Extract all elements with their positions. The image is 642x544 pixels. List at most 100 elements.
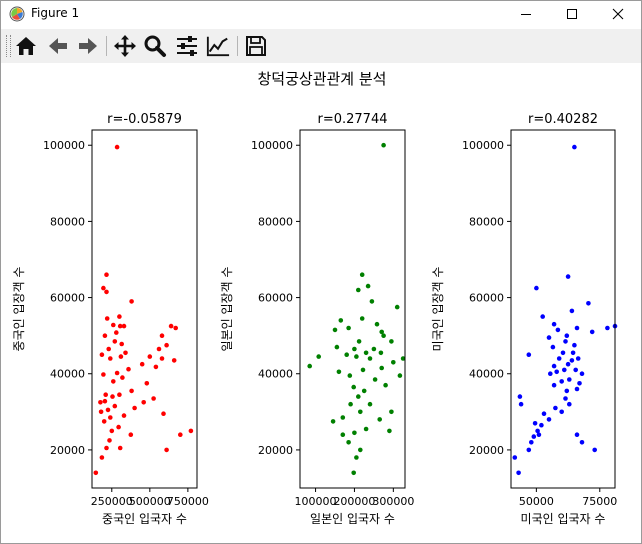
- y-tick-label: 80000: [258, 215, 293, 228]
- home-icon: [16, 37, 36, 55]
- scatter-point: [93, 470, 99, 476]
- y-tick-label: 20000: [258, 444, 293, 457]
- scatter-point: [120, 375, 125, 380]
- x-tick-label: 300000: [372, 495, 414, 508]
- scatter-point: [381, 333, 386, 339]
- scatter-point: [359, 316, 365, 321]
- scatter-point: [98, 409, 104, 415]
- subplot-3[interactable]: 20000 40000 60000 80000 100000 50000 75000 r=0.…: [431, 112, 618, 526]
- scatter-point: [354, 455, 359, 460]
- scatter-point: [102, 333, 108, 339]
- scatter-point: [574, 325, 580, 331]
- forward-button[interactable]: [76, 34, 100, 58]
- navigation-toolbar: [1, 29, 641, 63]
- save-button[interactable]: [244, 34, 268, 58]
- scatter-point: [340, 432, 346, 438]
- x-tick-label: 100000: [295, 495, 337, 508]
- scatter-point: [391, 360, 396, 365]
- scatter-point: [178, 432, 183, 438]
- axes-frame: [299, 129, 406, 489]
- scatter-point: [99, 352, 105, 358]
- scatter-point: [546, 417, 552, 422]
- scatter-point: [346, 440, 351, 445]
- subplot-2[interactable]: 2000040000600008000010000010000020000030…: [220, 112, 414, 526]
- save-floppy-icon: [246, 36, 266, 56]
- scatter-point: [579, 440, 585, 445]
- scatter-point: [336, 369, 342, 375]
- scatter-point: [112, 339, 118, 344]
- home-button[interactable]: [14, 34, 38, 58]
- y-tick-label: 20000: [469, 444, 504, 457]
- zoom-button[interactable]: [143, 34, 167, 58]
- scatter-point: [389, 409, 394, 415]
- scatter-point: [548, 371, 553, 377]
- scatter-point: [112, 403, 118, 409]
- scatter-point: [383, 382, 388, 388]
- scatter-point: [104, 445, 109, 451]
- toolbar-separator: [237, 36, 238, 56]
- figure-canvas[interactable]: 창덕궁상관관계 분석 20000 40000 60000 80000 100000 250…: [1, 63, 641, 543]
- scatter-point: [518, 401, 524, 407]
- scatter-point: [574, 432, 580, 438]
- minimize-button[interactable]: [503, 1, 549, 27]
- scatter-point: [119, 341, 124, 347]
- scatter-point: [529, 440, 534, 445]
- scatter-point: [551, 382, 557, 388]
- maximize-icon: [567, 9, 577, 19]
- configure-subplots-icon: [177, 36, 197, 56]
- scatter-point: [346, 325, 351, 331]
- scatter-point: [564, 333, 570, 339]
- scatter-point: [572, 144, 577, 150]
- scatter-point: [116, 424, 121, 430]
- toolbar-grip: [6, 35, 11, 57]
- scatter-point: [512, 455, 518, 460]
- y-tick-label: 60000: [50, 292, 85, 305]
- window-title: Figure 1: [31, 6, 80, 20]
- scatter-point: [351, 384, 357, 390]
- scatter-point: [371, 346, 377, 352]
- back-button[interactable]: [46, 34, 70, 58]
- scatter-point: [531, 434, 537, 439]
- close-icon: [612, 8, 624, 20]
- scatter-point: [570, 350, 576, 356]
- figure-plot-area: 창덕궁상관관계 분석 20000 40000 60000 80000 100000 250…: [12, 70, 618, 526]
- scatter-point: [374, 321, 380, 327]
- scatter-point: [540, 314, 545, 319]
- scatter-point: [117, 392, 122, 398]
- scatter-point: [114, 330, 119, 335]
- scatter-point: [378, 350, 384, 356]
- scatter-point: [147, 354, 153, 359]
- scatter-point: [381, 142, 386, 148]
- scatter-point: [344, 352, 350, 358]
- y-axis-label: 미국인 입장객 수: [431, 267, 445, 352]
- zoom-magnifier-icon: [144, 35, 166, 57]
- scatter-point: [551, 363, 557, 369]
- y-tick-label: 100000: [43, 139, 85, 152]
- scatter-point: [592, 447, 597, 453]
- scatter-point: [551, 321, 557, 327]
- pan-button[interactable]: [113, 34, 137, 58]
- scatter-point: [394, 304, 400, 310]
- scatter-point: [103, 392, 108, 398]
- subplot-1[interactable]: 20000 40000 60000 80000 100000 25000050000075…: [12, 112, 209, 526]
- scatter-point: [153, 364, 159, 370]
- scatter-point: [560, 350, 566, 356]
- scatter-point: [573, 367, 578, 373]
- configure-subplots-button[interactable]: [175, 34, 199, 58]
- scatter-point: [365, 283, 371, 289]
- close-button[interactable]: [595, 1, 641, 27]
- y-axis-label: 중국인 입장객 수: [12, 267, 26, 352]
- scatter-point: [104, 272, 109, 277]
- scatter-point: [360, 367, 366, 373]
- scatter-point: [330, 419, 336, 424]
- scatter-point: [159, 356, 165, 361]
- scatter-point: [361, 388, 367, 394]
- maximize-button[interactable]: [549, 1, 595, 27]
- scatter-point: [541, 411, 547, 417]
- scatter-point: [536, 432, 542, 438]
- scatter-point: [106, 346, 111, 352]
- scatter-point: [351, 470, 357, 476]
- scatter-point: [109, 428, 115, 434]
- edit-axis-button[interactable]: [206, 34, 230, 58]
- scatter-point: [559, 409, 564, 415]
